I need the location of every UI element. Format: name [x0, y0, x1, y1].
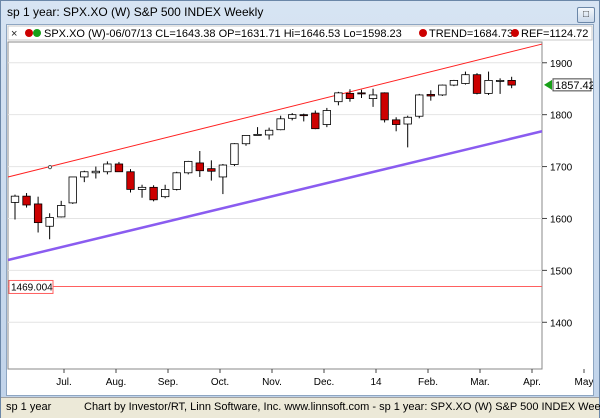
candle-down	[426, 94, 435, 97]
legend-bar: × SPX.XO (W)-06/07/13 CL=1643.38 OP=1631…	[7, 25, 593, 41]
candle-up	[137, 186, 147, 190]
x-tick-label: Sep.	[158, 377, 179, 388]
y-tick-label: 1500	[550, 266, 573, 277]
candle-up	[322, 110, 332, 125]
candle-up	[253, 133, 262, 136]
x-tick-label: Mar.	[470, 377, 489, 388]
candle-up	[403, 116, 412, 125]
x-tick-label: 14	[370, 377, 382, 388]
candle-up	[103, 163, 112, 173]
candle-down	[507, 80, 516, 86]
price-badge-box	[552, 78, 592, 92]
window-controls: □	[575, 4, 595, 23]
candle-down	[380, 92, 389, 121]
candle-up	[10, 195, 20, 203]
candle-up	[91, 170, 100, 174]
y-tick-label: 1400	[550, 318, 573, 329]
plot-frame	[7, 41, 543, 370]
price-badge-text: 1857.42	[555, 80, 593, 92]
y-tick-label: 1700	[550, 163, 573, 174]
candle-down	[207, 168, 216, 172]
candle-down	[472, 74, 482, 94]
candle-down	[114, 163, 124, 173]
x-tick-label: Feb.	[418, 377, 438, 388]
candle-up	[264, 129, 274, 136]
legend-up-dot-icon	[33, 29, 41, 37]
candle-up	[461, 74, 470, 84]
price-badge: 1857.42	[544, 78, 593, 92]
candle-up	[368, 94, 378, 99]
candle-up	[57, 205, 66, 218]
y-axis: 1400 1500 1600 1700 1800 1900	[542, 59, 573, 329]
ref-label-box	[8, 279, 54, 294]
y-tick-label: 1900	[550, 59, 573, 70]
upper-channel-line	[7, 43, 543, 178]
maximize-button[interactable]: □	[577, 7, 595, 23]
status-right: Chart by Investor/RT, Linn Software, Inc…	[84, 401, 600, 413]
candle-up	[334, 92, 343, 103]
candle-up	[230, 143, 239, 165]
candle-down	[33, 203, 43, 224]
candle-up	[241, 135, 251, 145]
x-tick-label: Oct.	[211, 377, 229, 388]
x-tick-label: Nov.	[262, 377, 282, 388]
candle-up	[495, 80, 505, 82]
legend-symbol-text: SPX.XO (W)-06/07/13 CL=1643.38 OP=1631.7…	[44, 28, 402, 40]
candle-up	[45, 217, 54, 227]
candle-up	[449, 80, 459, 86]
channel-lines	[7, 43, 543, 287]
candle-down	[299, 114, 308, 117]
candle-down	[195, 162, 204, 172]
x-tick-label: May	[575, 377, 593, 388]
x-axis: Jul. Aug. Sep. Oct. Nov. Dec. 14 Feb. Mar. Apr. Ma…	[56, 369, 593, 388]
status-left: sp 1 year	[6, 401, 52, 413]
candle-down	[345, 92, 355, 99]
y-tick-label: 1800	[550, 111, 573, 122]
candle-up	[68, 176, 77, 204]
candle-up	[160, 189, 170, 198]
legend-ref-text: REF=1124.72	[521, 28, 588, 40]
ref-dot-icon	[511, 29, 519, 37]
candle-down	[126, 171, 135, 190]
candle-up	[438, 84, 447, 96]
legend-down-dot-icon	[25, 29, 33, 37]
lower-channel-line	[7, 130, 543, 262]
x-tick-label: Aug.	[106, 377, 127, 388]
x-tick-label: Apr.	[523, 377, 541, 388]
candles	[10, 71, 516, 240]
y-tick-label: 1600	[550, 214, 573, 225]
window-title: sp 1 year: SPX.XO (W) S&P 500 INDEX Week…	[7, 5, 264, 19]
x-tick-label: Dec.	[314, 377, 335, 388]
candle-up	[80, 171, 89, 178]
candle-down	[149, 186, 158, 201]
candle-up	[172, 172, 181, 190]
chart-area[interactable]: × SPX.XO (W)-06/07/13 CL=1643.38 OP=1631…	[6, 24, 594, 396]
status-bar: sp 1 year Chart by Investor/RT, Linn Sof…	[1, 397, 600, 418]
candle-down	[391, 119, 401, 125]
x-tick-label: Jul.	[56, 377, 72, 388]
candle-up	[218, 164, 228, 178]
grid	[8, 62, 542, 323]
candle-up	[484, 80, 493, 94]
trend-dot-icon	[419, 29, 427, 37]
candle-up	[184, 160, 193, 174]
candle-up	[276, 118, 285, 131]
candle-down	[311, 112, 320, 130]
candle-down	[22, 195, 31, 206]
ref-label: 1469.004	[8, 279, 54, 294]
title-bar[interactable]: sp 1 year: SPX.XO (W) S&P 500 INDEX Week…	[1, 1, 599, 23]
ref-label-text: 1469.004	[11, 282, 53, 293]
legend-trend-text: TREND=1684.73	[429, 28, 513, 40]
price-badge-arrow-icon	[544, 79, 552, 90]
candle-down	[357, 92, 366, 95]
price-chart[interactable]: × SPX.XO (W)-06/07/13 CL=1643.38 OP=1631…	[7, 25, 593, 395]
candle-up	[288, 114, 297, 119]
legend-close-icon[interactable]: ×	[11, 28, 17, 40]
candle-up	[415, 94, 424, 117]
channel-anchor-marker	[47, 164, 53, 170]
